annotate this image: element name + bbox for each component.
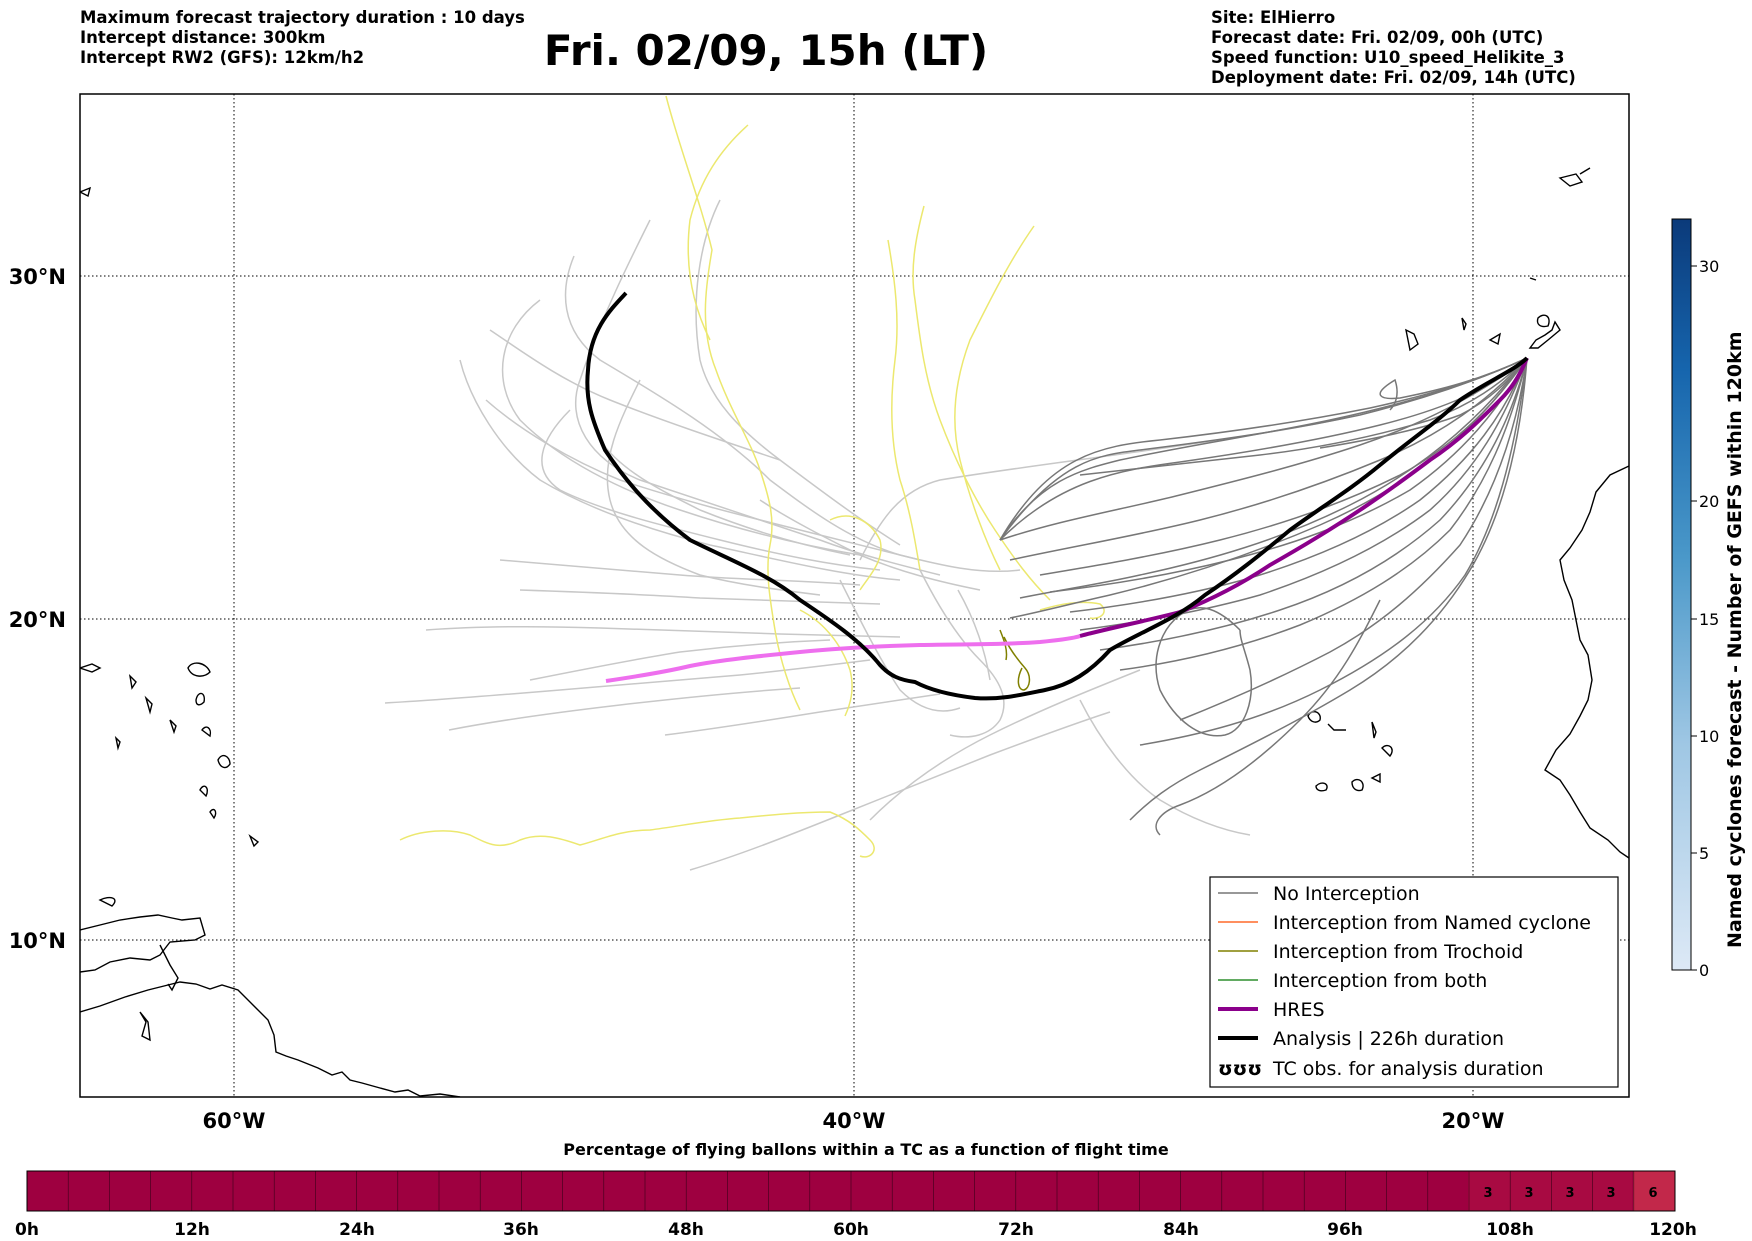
map-frame <box>79 93 1630 1098</box>
coastline-africa <box>1307 167 1629 859</box>
forecast-date-text: Forecast date: Fri. 02/09, 00h (UTC) <box>1211 28 1544 47</box>
lat-label-10n: 10°N <box>9 929 66 953</box>
colorbar-bottom: Percentage of flying ballons within a TC… <box>15 1140 1697 1240</box>
colorbar-bottom-cell-label-3: 3 <box>1565 1186 1574 1201</box>
lon-label-20w: 20°W <box>1442 1109 1505 1133</box>
legend-label-named-cyclone: Interception from Named cyclone <box>1273 912 1591 934</box>
colorbar-bottom-tick-120h: 120h <box>1649 1220 1697 1240</box>
colorbar-right-label: Named cyclones forecast - Number of GEFS… <box>1724 331 1746 948</box>
colorbar-bottom-cell-label-1: 3 <box>1483 1186 1492 1201</box>
hres-trajectory-far <box>605 634 1081 683</box>
colorbar-bottom-tick-24h: 24h <box>339 1220 375 1240</box>
legend-label-no-interception: No Interception <box>1273 883 1420 905</box>
colorbar-bottom-title: Percentage of flying ballons within a TC… <box>563 1140 1169 1159</box>
colorbar-bottom-tick-48h: 48h <box>668 1220 704 1240</box>
colorbar-bottom-tick-108h: 108h <box>1486 1220 1534 1240</box>
colorbar-right-tick-20: 20 <box>1699 492 1719 511</box>
colorbar-right-tick-30: 30 <box>1699 257 1719 276</box>
site-text: Site: ElHierro <box>1211 8 1336 27</box>
colorbar-right-tick-0: 0 <box>1699 961 1709 980</box>
colorbar-bottom-tick-36h: 36h <box>503 1220 539 1240</box>
header-right-info: Site: ElHierro Forecast date: Fri. 02/09… <box>1211 8 1576 88</box>
lon-label-40w: 40°W <box>823 1109 886 1133</box>
legend-label-analysis: Analysis | 226h duration <box>1273 1028 1504 1050</box>
colorbar-bottom-cell-lines <box>67 1171 1635 1211</box>
colorbar-bottom-tick-60h: 60h <box>833 1220 869 1240</box>
axis-labels: 60°W 40°W 20°W 30°N 20°N 10°N <box>9 265 1505 1133</box>
colorbar-bottom-cell-label-5: 6 <box>1648 1186 1657 1201</box>
lat-label-30n: 30°N <box>9 265 66 289</box>
colorbar-bottom-frame <box>26 1170 1676 1212</box>
legend-symbol-tc-obs: ʊʊʊ <box>1218 1058 1262 1080</box>
gridlines <box>80 94 1629 1097</box>
colorbar-right-ticks <box>1691 265 1697 971</box>
legend-label-trochoid: Interception from Trochoid <box>1273 941 1523 963</box>
coastline-caribbean <box>80 186 461 1097</box>
colorbar-bottom-cell-label-2: 3 <box>1524 1186 1533 1201</box>
map-title-container: Fri. 02/09, 15h (LT) <box>0 26 1752 75</box>
colorbar-bottom-cell-label-4: 3 <box>1606 1186 1615 1201</box>
colorbar-bottom-tick-96h: 96h <box>1327 1220 1363 1240</box>
legend-box <box>1209 876 1619 1088</box>
trajectories-no-interception <box>999 357 1528 836</box>
colorbar-right-tick-15: 15 <box>1699 610 1719 629</box>
map-title: Fri. 02/09, 15h (LT) <box>543 26 989 75</box>
intercept-distance-text: Intercept distance: 300km <box>80 28 326 47</box>
trajectories-no-interception-far <box>384 199 1346 871</box>
colorbar-bottom-cell-120 <box>1633 1171 1675 1211</box>
colorbar-right: 0 5 10 15 20 30 Named cyclones forecast … <box>1671 218 1746 980</box>
lat-label-20n: 20°N <box>9 608 66 632</box>
colorbar-right-tick-5: 5 <box>1699 844 1709 863</box>
legend-label-tc-obs: TC obs. for analysis duration <box>1272 1058 1544 1080</box>
colorbar-right-gradient <box>1671 218 1692 971</box>
legend: No Interception Interception from Named … <box>1209 876 1619 1088</box>
lon-label-60w: 60°W <box>203 1109 266 1133</box>
colorbar-bottom-tick-84h: 84h <box>1163 1220 1199 1240</box>
colorbar-bottom-tick-12h: 12h <box>174 1220 210 1240</box>
deployment-date-text: Deployment date: Fri. 02/09, 14h (UTC) <box>1211 68 1576 87</box>
legend-label-hres: HRES <box>1273 999 1325 1021</box>
colorbar-bottom-cell-116 <box>1591 1171 1632 1211</box>
max-duration-text: Maximum forecast trajectory duration : 1… <box>80 8 525 27</box>
colorbar-bottom-tick-72h: 72h <box>998 1220 1034 1240</box>
colorbar-right-tick-10: 10 <box>1699 727 1719 746</box>
speed-function-text: Speed function: U10_speed_Helikite_3 <box>1211 48 1565 67</box>
intercept-rw2-text: Intercept RW2 (GFS): 12km/h2 <box>80 48 365 67</box>
header-left-info: Maximum forecast trajectory duration : 1… <box>80 8 525 68</box>
legend-label-both: Interception from both <box>1273 970 1487 992</box>
colorbar-bottom-cell-112 <box>1550 1171 1591 1211</box>
trajectories-trochoid-far <box>399 95 1105 858</box>
colorbar-bottom-cell-108 <box>1509 1171 1550 1211</box>
colorbar-bottom-tick-0h: 0h <box>15 1220 39 1240</box>
colorbar-bottom-cell-104 <box>1468 1171 1509 1211</box>
analysis-trajectory[interactable] <box>585 291 1529 701</box>
